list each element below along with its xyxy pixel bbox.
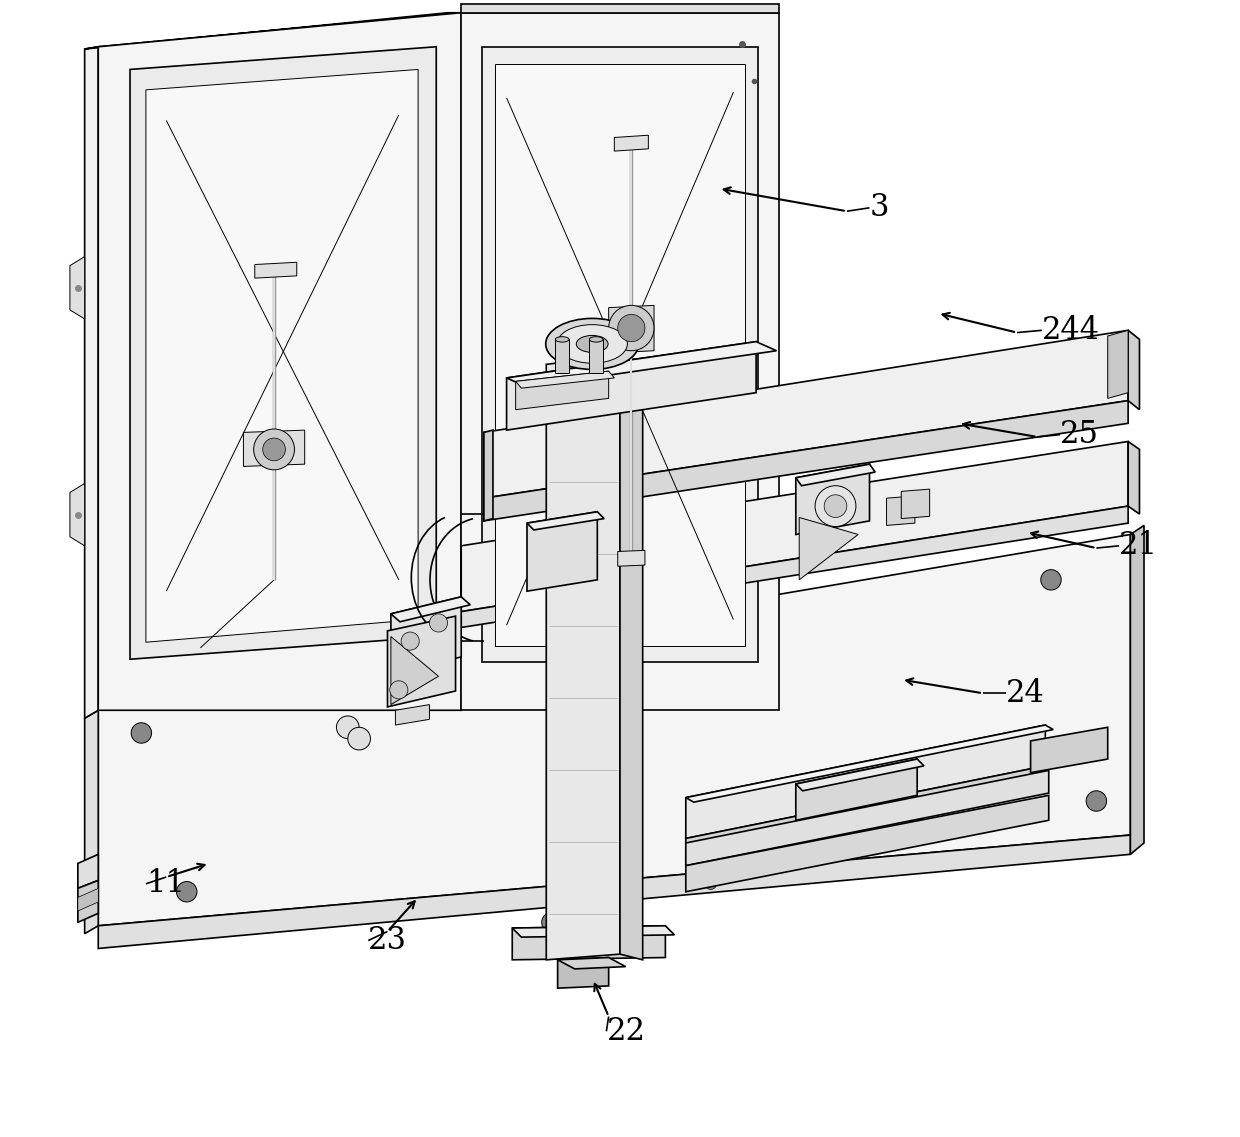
Polygon shape [254, 263, 296, 279]
Polygon shape [484, 331, 1128, 498]
Polygon shape [558, 957, 609, 988]
Polygon shape [686, 725, 1053, 802]
Text: 23: 23 [368, 926, 407, 956]
Polygon shape [686, 796, 1049, 891]
Polygon shape [620, 355, 642, 960]
Ellipse shape [556, 337, 569, 342]
Polygon shape [461, 506, 1128, 628]
Polygon shape [387, 616, 455, 707]
Polygon shape [558, 957, 626, 969]
Polygon shape [461, 441, 1128, 612]
Polygon shape [461, 13, 779, 711]
Text: 244: 244 [1042, 315, 1100, 346]
Polygon shape [507, 341, 776, 387]
Circle shape [905, 802, 925, 822]
Text: 3: 3 [869, 192, 889, 223]
Circle shape [389, 681, 408, 699]
Polygon shape [796, 464, 869, 534]
Text: 22: 22 [606, 1015, 645, 1047]
Circle shape [796, 844, 807, 855]
Polygon shape [78, 854, 98, 888]
Polygon shape [130, 47, 436, 659]
Polygon shape [484, 430, 494, 521]
Polygon shape [887, 496, 915, 525]
Polygon shape [69, 257, 84, 319]
Polygon shape [547, 355, 620, 960]
Polygon shape [589, 339, 603, 373]
Circle shape [825, 495, 847, 517]
Polygon shape [901, 489, 930, 518]
Polygon shape [146, 69, 418, 642]
Polygon shape [391, 597, 461, 673]
Polygon shape [98, 534, 1131, 926]
Ellipse shape [577, 335, 608, 352]
Circle shape [815, 485, 856, 526]
Text: 24: 24 [1006, 678, 1044, 708]
Polygon shape [481, 47, 759, 662]
Polygon shape [98, 13, 461, 711]
Ellipse shape [557, 325, 627, 363]
Ellipse shape [546, 318, 639, 370]
Circle shape [263, 438, 285, 460]
Circle shape [336, 716, 360, 739]
Polygon shape [1107, 331, 1128, 398]
Polygon shape [78, 888, 98, 911]
Polygon shape [1030, 728, 1107, 773]
Polygon shape [495, 64, 745, 646]
Polygon shape [556, 339, 569, 373]
Polygon shape [69, 483, 84, 546]
Polygon shape [527, 512, 598, 591]
Circle shape [706, 878, 717, 889]
Polygon shape [1128, 331, 1140, 409]
Polygon shape [796, 760, 924, 791]
Ellipse shape [589, 337, 603, 342]
Polygon shape [391, 597, 470, 622]
Polygon shape [78, 880, 98, 922]
Circle shape [401, 632, 419, 650]
Polygon shape [614, 135, 649, 151]
Polygon shape [391, 637, 439, 705]
Polygon shape [618, 550, 645, 566]
Polygon shape [84, 13, 461, 49]
Polygon shape [686, 771, 1049, 865]
Polygon shape [84, 711, 98, 933]
Polygon shape [484, 400, 1128, 521]
Text: 11: 11 [146, 869, 185, 899]
Circle shape [254, 429, 294, 470]
Text: 25: 25 [1060, 420, 1099, 450]
Polygon shape [396, 705, 429, 725]
Circle shape [1086, 791, 1106, 811]
Circle shape [542, 912, 562, 932]
Polygon shape [1128, 441, 1140, 514]
Polygon shape [796, 760, 918, 820]
Polygon shape [686, 725, 1045, 838]
Polygon shape [686, 766, 1045, 861]
Polygon shape [796, 464, 875, 485]
Polygon shape [512, 926, 675, 937]
Circle shape [347, 728, 371, 750]
Polygon shape [98, 835, 1131, 948]
Polygon shape [1131, 525, 1145, 854]
Circle shape [176, 881, 197, 902]
Polygon shape [507, 341, 756, 430]
Circle shape [609, 306, 653, 350]
Circle shape [618, 315, 645, 341]
Polygon shape [461, 3, 779, 13]
Polygon shape [800, 517, 858, 580]
Polygon shape [516, 371, 614, 388]
Polygon shape [609, 306, 653, 352]
Polygon shape [84, 47, 98, 719]
Circle shape [131, 723, 151, 744]
Circle shape [1040, 570, 1061, 590]
Circle shape [429, 614, 448, 632]
Polygon shape [243, 430, 305, 466]
Polygon shape [516, 371, 609, 409]
Polygon shape [512, 926, 666, 960]
Text: 21: 21 [1118, 530, 1158, 562]
Polygon shape [527, 512, 604, 530]
